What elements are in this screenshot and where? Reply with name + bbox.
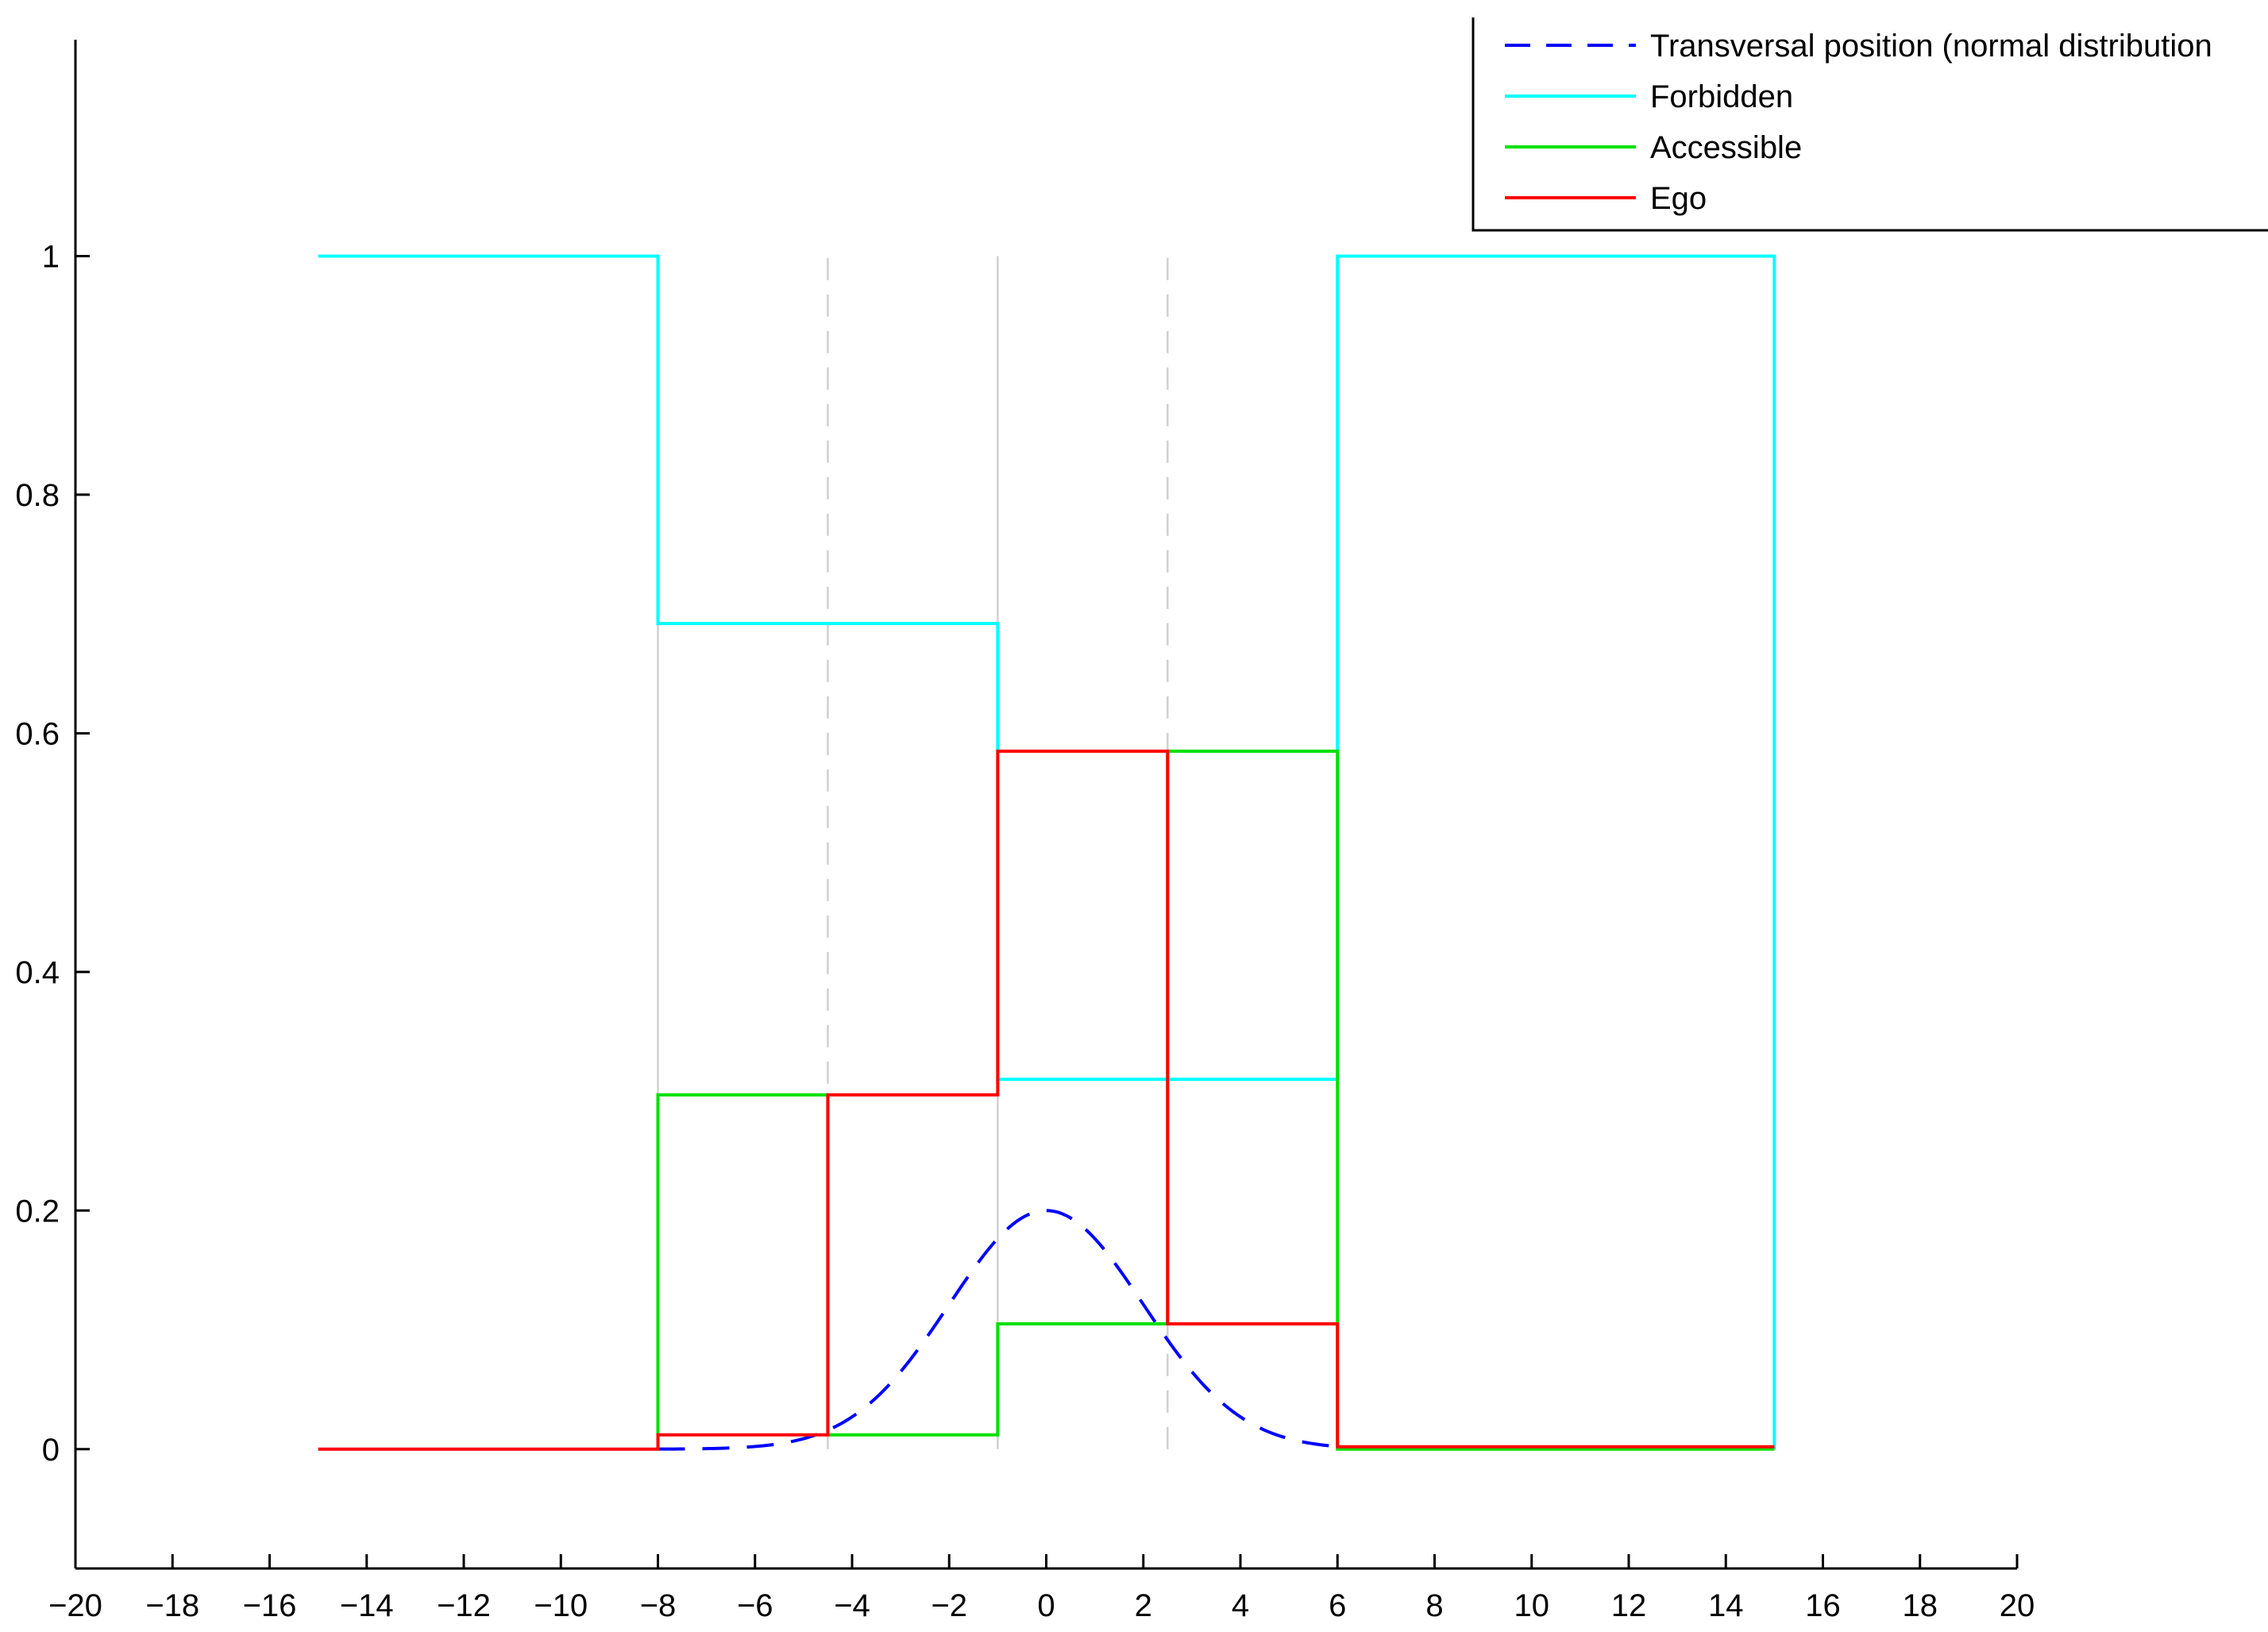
y-tick-label: 1 (42, 239, 60, 274)
legend-label-1: Forbidden (1650, 79, 1793, 114)
axes: −20 −18 −16 −14 −12 −10 −8 −6 −4 −2 0 2 4 6 8 10 12 14 16 1… (15, 40, 2035, 1623)
legend-label-3: Ego (1650, 181, 1707, 216)
x-tick-label: −16 (243, 1588, 297, 1623)
x-tick-label: 10 (1514, 1588, 1550, 1623)
x-tick-label: −20 (48, 1588, 102, 1623)
y-tick-label: 0 (42, 1433, 60, 1468)
x-tick-label: −10 (534, 1588, 588, 1623)
x-tick-label: −4 (834, 1588, 870, 1623)
legend-label-0: Transversal position (normal distributio… (1650, 29, 2212, 64)
x-tick-label: −6 (737, 1588, 773, 1623)
series-line-1 (318, 254, 1776, 1449)
x-tick-label: −14 (340, 1588, 394, 1623)
x-tick-label: 14 (1708, 1588, 1744, 1623)
series-layer (318, 254, 1776, 1451)
series-line-2 (656, 749, 1775, 1451)
x-tick-label: −18 (145, 1588, 199, 1623)
x-tick-label: 16 (1805, 1588, 1841, 1623)
series-line-0 (658, 1209, 1338, 1451)
x-tick-label: 20 (2000, 1588, 2035, 1623)
x-tick-label: 12 (1611, 1588, 1647, 1623)
x-tick-label: 6 (1329, 1588, 1346, 1623)
reference-lines (657, 256, 1169, 1449)
y-tick-label: 0.8 (15, 478, 60, 513)
y-tick-label: 0.6 (15, 716, 60, 751)
x-tick-label: −12 (437, 1588, 491, 1623)
legend: Transversal position (normal distributio… (1472, 10, 2268, 232)
series-line-3 (318, 749, 1775, 1451)
legend-border (1472, 17, 2268, 232)
legend-label-2: Accessible (1650, 130, 1802, 165)
y-tick-label: 0.2 (15, 1194, 60, 1229)
x-tick-label: 8 (1425, 1588, 1443, 1623)
x-tick-label: 4 (1232, 1588, 1249, 1623)
x-tick-label: 0 (1037, 1588, 1055, 1623)
y-tick-label: 0.4 (15, 955, 60, 990)
x-tick-label: 18 (1903, 1588, 1938, 1623)
x-tick-label: 2 (1135, 1588, 1152, 1623)
x-tick-label: −2 (931, 1588, 967, 1623)
x-tick-label: −8 (640, 1588, 677, 1623)
